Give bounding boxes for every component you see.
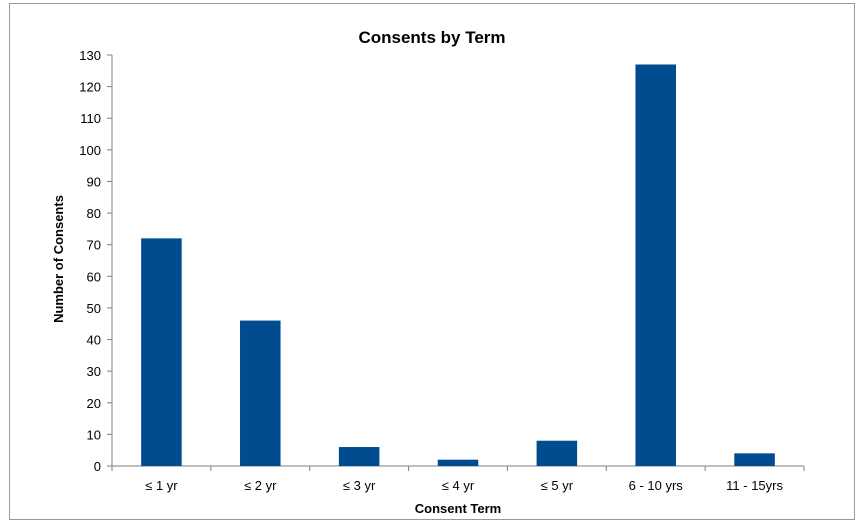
bar [734,453,775,466]
y-tick-label: 130 [79,48,101,63]
x-tick-label: ≤ 2 yr [244,478,277,493]
x-tick-label: 6 - 10 yrs [629,478,684,493]
x-tick-label: ≤ 1 yr [145,478,178,493]
bar [240,320,281,466]
y-tick-label: 110 [80,111,101,126]
y-tick-label: 60 [87,269,101,284]
y-tick-label: 40 [87,333,101,348]
bar [437,459,479,466]
bar [141,238,182,466]
bar [338,447,380,466]
y-tick-label: 100 [79,143,101,158]
x-tick-label: ≤ 3 yr [343,478,376,493]
x-tick-label: ≤ 5 yr [541,478,574,493]
bars [141,64,775,466]
x-axis-title: Consent Term [415,501,501,516]
y-tick-label: 90 [87,174,101,189]
bar [635,64,676,466]
y-axis-title: Number of Consents [51,195,66,323]
bar [536,440,578,466]
y-tick-label: 70 [87,238,101,253]
y-tick-label: 120 [79,80,101,95]
y-tick-label: 20 [87,396,101,411]
y-tick-label: 80 [87,206,101,221]
y-tick-label: 50 [87,301,101,316]
y-tick-label: 30 [87,364,101,379]
x-tick-label: 11 - 15yrs [726,478,783,493]
x-axis: ≤ 1 yr ≤ 2 yr ≤ 3 yr ≤ 4 yr ≤ 5 yr 6 - 10 yrs… [111,465,805,493]
y-tick-label: 0 [94,459,101,474]
y-tick-label: 10 [87,427,101,442]
chart-title: Consents by Term [358,28,505,47]
x-tick-label: ≤ 4 yr [442,478,475,493]
y-axis: 0 10 20 30 40 50 60 70 80 90 100 110 120 130 [79,48,113,474]
